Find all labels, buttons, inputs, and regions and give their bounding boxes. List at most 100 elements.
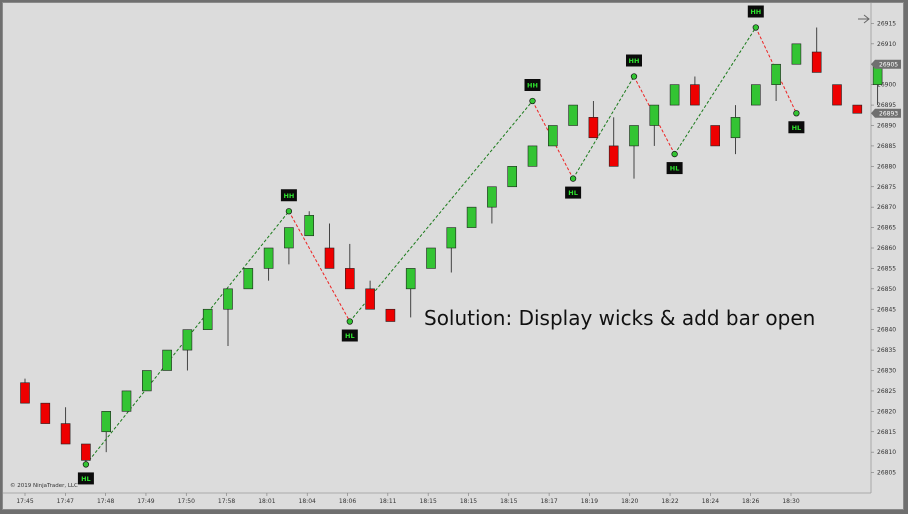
arrow-right-icon[interactable] xyxy=(858,14,870,24)
candle xyxy=(40,402,51,424)
candle xyxy=(507,166,518,188)
candle xyxy=(730,117,741,139)
swing-label-box xyxy=(747,5,764,18)
swing-point xyxy=(671,150,678,158)
candle xyxy=(324,247,335,269)
price-tick-label: 26850 xyxy=(877,286,896,293)
time-tick-label: 18:17 xyxy=(540,498,557,505)
candle xyxy=(811,51,822,73)
candle xyxy=(487,186,497,208)
price-tick-label: 26885 xyxy=(877,143,896,150)
swing-point xyxy=(82,461,90,468)
price-tick-label: 26870 xyxy=(877,204,896,211)
swing-label: HL xyxy=(568,189,578,197)
swing-point xyxy=(529,97,536,105)
time-tick-label: 18:24 xyxy=(702,498,719,505)
swing-point xyxy=(630,73,638,80)
price-badge-label: 26905 xyxy=(879,61,898,68)
swing-markers: HL HH HL HH HL HH HL HH HL xyxy=(77,5,805,485)
candle xyxy=(60,423,71,445)
swing-label-box xyxy=(524,79,541,91)
candle xyxy=(710,125,721,147)
swing-label: HL xyxy=(792,124,802,132)
candle xyxy=(405,268,416,290)
time-tick-label: 17:47 xyxy=(57,498,74,505)
annotation-text: Solution: Display wicks & add bar open xyxy=(424,306,815,330)
time-axis: 17:45 17:47 17:48 17:49 17:50 17:58 18:01 18:04… xyxy=(16,493,800,505)
price-tick-label: 26855 xyxy=(877,265,896,272)
candle xyxy=(365,288,375,310)
candle xyxy=(750,84,761,106)
time-tick-label: 18:04 xyxy=(299,498,316,505)
price-tick-label: 26810 xyxy=(877,449,896,456)
candle xyxy=(466,206,477,228)
candle xyxy=(588,117,599,139)
candle xyxy=(771,63,781,85)
swing-line xyxy=(674,27,757,155)
swing-label-box xyxy=(280,189,297,202)
candle xyxy=(852,104,863,114)
time-tick-label: 17:49 xyxy=(137,498,154,505)
swing-label-box xyxy=(341,329,358,342)
swing-label: HH xyxy=(750,8,761,16)
swing-line xyxy=(349,100,533,322)
price-tick-label: 26825 xyxy=(877,388,896,395)
price-badge xyxy=(871,108,901,118)
candle xyxy=(527,145,538,167)
swing-label-box xyxy=(788,121,805,134)
candle xyxy=(202,308,213,330)
swing-label: HL xyxy=(670,165,680,173)
price-tick-label: 26830 xyxy=(877,368,896,375)
swing-point xyxy=(752,24,759,31)
swing-point xyxy=(569,175,577,182)
candle xyxy=(446,227,457,249)
candle xyxy=(20,382,30,404)
time-tick-label: 17:48 xyxy=(97,498,114,505)
time-tick-label: 18:20 xyxy=(621,498,638,505)
candle xyxy=(385,308,396,322)
price-badges: 26905 26893 xyxy=(871,59,901,118)
candle xyxy=(426,247,436,269)
candle xyxy=(304,215,315,237)
price-tick-label: 26845 xyxy=(877,306,896,313)
candle xyxy=(263,247,274,269)
candle xyxy=(568,104,578,126)
price-tick-label: 26805 xyxy=(877,470,896,477)
time-tick-label: 18:11 xyxy=(379,498,396,505)
time-tick-label: 18:19 xyxy=(581,498,598,505)
swing-label-box xyxy=(565,186,582,199)
swing-label: HL xyxy=(345,332,355,340)
price-tick-label: 26890 xyxy=(877,123,896,130)
price-tick-label: 26900 xyxy=(877,82,896,89)
time-tick-label: 18:15 xyxy=(460,498,477,505)
swing-point xyxy=(346,318,353,325)
copyright-text: © 2019 NinjaTrader, LLC xyxy=(10,482,78,489)
swing-label-box xyxy=(666,162,683,175)
time-tick-label: 18:30 xyxy=(782,498,799,505)
time-tick-label: 18:06 xyxy=(339,498,356,505)
candle xyxy=(608,145,619,167)
candle xyxy=(284,227,294,249)
price-tick-label: 26840 xyxy=(877,327,896,334)
candlestick-chart[interactable]: 26805 26810 26815 26820 26825 26830 26835 26840… xyxy=(3,3,905,511)
candle xyxy=(162,349,172,371)
swing-line xyxy=(532,100,574,179)
price-axis: 26805 26810 26815 26820 26825 26830 26835 26840… xyxy=(871,20,896,477)
candles xyxy=(20,43,883,461)
price-tick-label: 26895 xyxy=(877,102,896,109)
price-tick-label: 26820 xyxy=(877,408,896,415)
candle xyxy=(547,125,558,147)
candle xyxy=(81,443,91,461)
time-tick-label: 18:22 xyxy=(661,498,678,505)
swing-line xyxy=(288,211,351,322)
price-tick-label: 26915 xyxy=(877,20,896,27)
swing-point xyxy=(285,208,293,215)
price-tick-label: 26835 xyxy=(877,347,896,354)
candle xyxy=(101,411,111,433)
price-tick-label: 26910 xyxy=(877,41,896,48)
candle xyxy=(649,104,660,126)
time-tick-label: 18:26 xyxy=(742,498,759,505)
swing-point xyxy=(793,110,800,117)
price-tick-label: 26875 xyxy=(877,184,896,191)
candle xyxy=(629,125,639,147)
